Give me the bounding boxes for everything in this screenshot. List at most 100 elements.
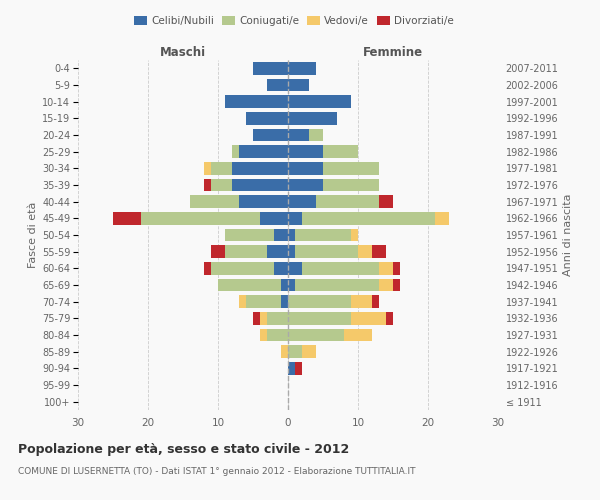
- Bar: [204, 162, 288, 174]
- Bar: [288, 96, 351, 108]
- Bar: [211, 179, 288, 192]
- Bar: [288, 79, 309, 92]
- Bar: [232, 179, 288, 192]
- Bar: [288, 329, 344, 341]
- Bar: [288, 346, 316, 358]
- Bar: [232, 162, 288, 174]
- Bar: [288, 196, 379, 208]
- Bar: [288, 212, 435, 224]
- Bar: [253, 312, 288, 324]
- Bar: [288, 179, 323, 192]
- Bar: [288, 129, 323, 141]
- Bar: [288, 62, 316, 74]
- Bar: [267, 312, 288, 324]
- Bar: [204, 179, 288, 192]
- Bar: [288, 312, 386, 324]
- Legend: Celibi/Nubili, Coniugati/e, Vedovi/e, Divorziati/e: Celibi/Nubili, Coniugati/e, Vedovi/e, Di…: [131, 12, 457, 29]
- Bar: [288, 179, 379, 192]
- Bar: [288, 196, 393, 208]
- Bar: [267, 79, 288, 92]
- Bar: [267, 79, 288, 92]
- Bar: [211, 262, 288, 274]
- Bar: [246, 296, 288, 308]
- Bar: [288, 196, 316, 208]
- Bar: [288, 346, 316, 358]
- Bar: [246, 112, 288, 124]
- Bar: [288, 212, 449, 224]
- Bar: [232, 146, 288, 158]
- Bar: [288, 346, 302, 358]
- Bar: [281, 279, 288, 291]
- Bar: [267, 79, 288, 92]
- Bar: [288, 96, 351, 108]
- Bar: [288, 262, 400, 274]
- Bar: [204, 262, 288, 274]
- Bar: [211, 179, 288, 192]
- Bar: [253, 62, 288, 74]
- Bar: [281, 346, 288, 358]
- Bar: [267, 79, 288, 92]
- Bar: [239, 146, 288, 158]
- Bar: [288, 79, 309, 92]
- Bar: [239, 196, 288, 208]
- Bar: [288, 279, 379, 291]
- Bar: [288, 229, 358, 241]
- Bar: [260, 329, 288, 341]
- Bar: [225, 229, 288, 241]
- Bar: [288, 362, 295, 374]
- Bar: [253, 129, 288, 141]
- Bar: [225, 246, 288, 258]
- Bar: [253, 62, 288, 74]
- Bar: [288, 312, 393, 324]
- Bar: [288, 362, 295, 374]
- Bar: [218, 279, 288, 291]
- Bar: [260, 212, 288, 224]
- Bar: [288, 246, 372, 258]
- Bar: [211, 162, 288, 174]
- Bar: [288, 362, 302, 374]
- Bar: [288, 96, 351, 108]
- Bar: [225, 229, 288, 241]
- Text: COMUNE DI LUSERNETTA (TO) - Dati ISTAT 1° gennaio 2012 - Elaborazione TUTTITALIA: COMUNE DI LUSERNETTA (TO) - Dati ISTAT 1…: [18, 468, 415, 476]
- Bar: [190, 196, 288, 208]
- Bar: [211, 246, 288, 258]
- Bar: [288, 129, 323, 141]
- Bar: [253, 62, 288, 74]
- Bar: [288, 279, 295, 291]
- Bar: [253, 129, 288, 141]
- Y-axis label: Anni di nascita: Anni di nascita: [563, 194, 572, 276]
- Bar: [288, 129, 309, 141]
- Bar: [253, 129, 288, 141]
- Bar: [288, 112, 337, 124]
- Bar: [288, 96, 351, 108]
- Bar: [288, 262, 302, 274]
- Text: Maschi: Maschi: [160, 46, 206, 59]
- Bar: [288, 146, 323, 158]
- Bar: [288, 246, 358, 258]
- Bar: [288, 279, 393, 291]
- Bar: [288, 229, 351, 241]
- Bar: [288, 312, 351, 324]
- Bar: [288, 62, 316, 74]
- Text: Femmine: Femmine: [363, 46, 423, 59]
- Bar: [288, 212, 302, 224]
- Bar: [288, 196, 379, 208]
- Bar: [246, 112, 288, 124]
- Bar: [288, 162, 323, 174]
- Bar: [288, 162, 379, 174]
- Bar: [288, 296, 351, 308]
- Bar: [288, 62, 316, 74]
- Bar: [288, 329, 372, 341]
- Bar: [288, 146, 358, 158]
- Bar: [288, 179, 379, 192]
- Bar: [113, 212, 288, 224]
- Bar: [253, 129, 288, 141]
- Bar: [288, 146, 358, 158]
- Bar: [288, 129, 323, 141]
- Bar: [204, 162, 288, 174]
- Bar: [288, 279, 400, 291]
- Bar: [141, 212, 288, 224]
- Bar: [288, 62, 316, 74]
- Bar: [288, 162, 379, 174]
- Bar: [211, 262, 288, 274]
